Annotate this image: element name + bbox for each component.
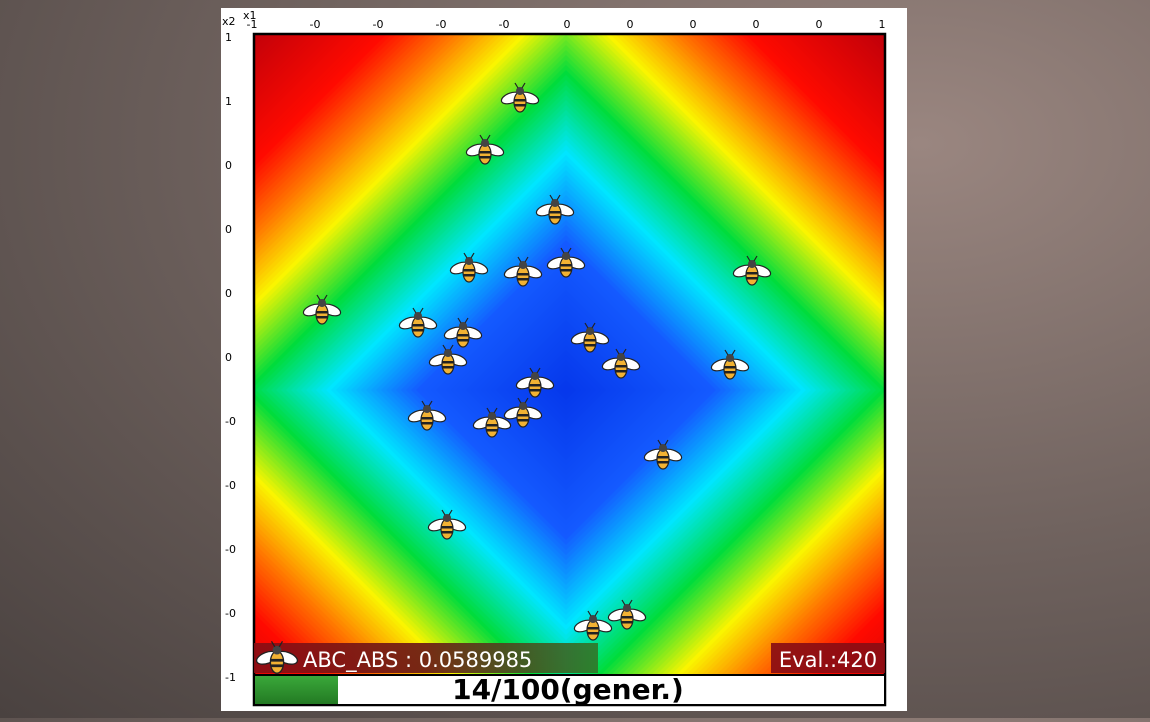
x-tick-label: 0: [690, 18, 697, 31]
progress-fill: [255, 676, 338, 704]
status-bar: [254, 643, 598, 673]
y-axis-label: x2: [222, 15, 236, 28]
x-tick-label: 0: [816, 18, 823, 31]
y-tick-label: -0: [225, 415, 236, 428]
y-tick-label: -1: [225, 671, 236, 684]
y-tick-label: 1: [225, 31, 232, 44]
x-tick-label: -0: [310, 18, 321, 31]
eval-count: Eval.:420: [779, 648, 877, 672]
x-tick-label: 1: [879, 18, 886, 31]
y-tick-label: 0: [225, 159, 232, 172]
y-tick-label: 0: [225, 223, 232, 236]
y-tick-label: 1: [225, 95, 232, 108]
x-axis-label: x1: [243, 9, 257, 22]
x-tick-label: -0: [436, 18, 447, 31]
ticks: -1 -0 -0 -0 -0 0 0 0 0 0 1 1 1 0 0 0 0 -0 -0 -0 -0 -1: [225, 18, 886, 684]
x-tick-label: -1: [247, 18, 258, 31]
x-tick-label: 0: [627, 18, 634, 31]
y-tick-label: -0: [225, 607, 236, 620]
x-tick-label: -0: [499, 18, 510, 31]
eval-box: [771, 643, 885, 673]
y-tick-label: 0: [225, 287, 232, 300]
x-tick-label: -0: [373, 18, 384, 31]
y-tick-label: -0: [225, 543, 236, 556]
contour: [561, 385, 571, 395]
y-tick-label: 0: [225, 351, 232, 364]
x-tick-label: 0: [564, 18, 571, 31]
progress-bar: [253, 674, 886, 706]
x-tick-label: 0: [753, 18, 760, 31]
y-tick-label: -0: [225, 479, 236, 492]
algorithm-label: ABC_ABS : 0.0589985: [303, 648, 532, 673]
progress-text: 14/100(gener.): [452, 673, 684, 706]
